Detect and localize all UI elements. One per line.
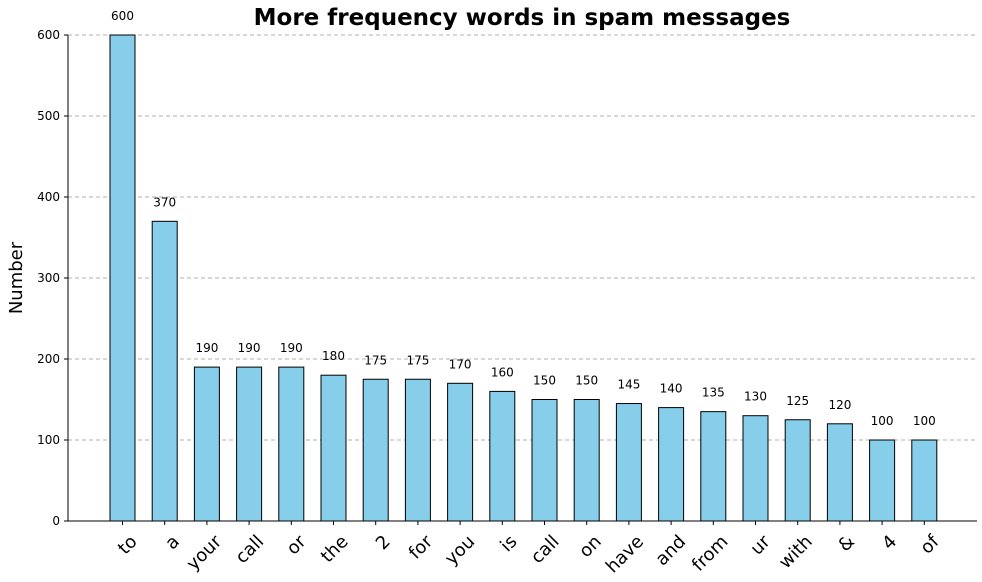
x-tick-label: ur (746, 531, 775, 560)
data-label: 175 (406, 353, 429, 367)
bar (109, 34, 136, 522)
data-label: 160 (491, 365, 514, 379)
data-label: 125 (786, 394, 809, 408)
data-label: 150 (575, 374, 598, 388)
data-label: 130 (744, 390, 767, 404)
bar (869, 439, 896, 522)
bar (784, 419, 811, 522)
x-tick-label: the (317, 531, 353, 567)
data-label: 190 (280, 341, 303, 355)
x-tick-label: of (916, 531, 944, 559)
bar (700, 411, 727, 522)
x-tick-label: your (183, 531, 227, 575)
data-labels: 600 370 190 190 190 180 175 175 170 160 150 150 145 1… (111, 9, 936, 428)
data-label: 150 (533, 374, 556, 388)
data-label: 175 (364, 353, 387, 367)
x-tick-label: you (441, 531, 479, 569)
y-tick-label: 100 (37, 433, 60, 447)
x-tick-label: & (834, 531, 859, 556)
x-tick-label: is (496, 531, 521, 556)
x-tick-label: 4 (878, 531, 901, 554)
x-tick-label: to (114, 531, 142, 559)
x-tick-label: or (283, 531, 311, 559)
x-tick-label: for (405, 531, 438, 564)
bar (658, 407, 685, 522)
y-tick-label: 300 (37, 271, 60, 285)
bar (447, 382, 474, 522)
bar (362, 378, 389, 522)
data-label: 170 (449, 357, 472, 371)
x-tick-label: have (602, 531, 648, 577)
y-tick-label: 600 (37, 28, 60, 42)
data-label: 145 (617, 378, 640, 392)
y-tick-label: 400 (37, 190, 60, 204)
data-label: 190 (195, 341, 218, 355)
y-tick-label: 0 (52, 514, 60, 528)
x-tick-label: from (688, 531, 732, 575)
chart-title: More frequency words in spam messages (254, 5, 791, 31)
bar (826, 423, 853, 522)
bar (911, 439, 938, 522)
bar (531, 399, 558, 522)
bar (236, 366, 263, 522)
data-label: 140 (660, 382, 683, 396)
y-tick-label: 200 (37, 352, 60, 366)
bar (489, 390, 516, 522)
bar (320, 374, 347, 522)
x-tick-label: 2 (372, 531, 395, 554)
x-tick-label: call (527, 531, 564, 568)
bar (742, 415, 769, 522)
x-tick-label: call (231, 531, 268, 568)
data-label: 100 (871, 414, 894, 428)
gridlines (68, 34, 977, 441)
data-label: 135 (702, 386, 725, 400)
data-label: 120 (828, 398, 851, 412)
bar (278, 366, 305, 522)
data-label: 190 (238, 341, 261, 355)
y-tick-label: 500 (37, 109, 60, 123)
x-tick-label: and (651, 531, 690, 570)
axes (64, 34, 977, 525)
data-label: 600 (111, 9, 134, 23)
bar (151, 220, 178, 522)
data-label: 180 (322, 349, 345, 363)
bar (404, 378, 431, 522)
x-tick-label: a (161, 531, 184, 554)
data-label: 370 (153, 195, 176, 209)
y-axis-label: Number (6, 241, 27, 314)
bar (193, 366, 220, 522)
bars (109, 34, 938, 522)
data-label: 100 (913, 414, 936, 428)
bar (573, 399, 600, 522)
bar (615, 403, 642, 522)
x-tick-label: with (775, 531, 817, 573)
x-tick-label: on (575, 531, 606, 562)
